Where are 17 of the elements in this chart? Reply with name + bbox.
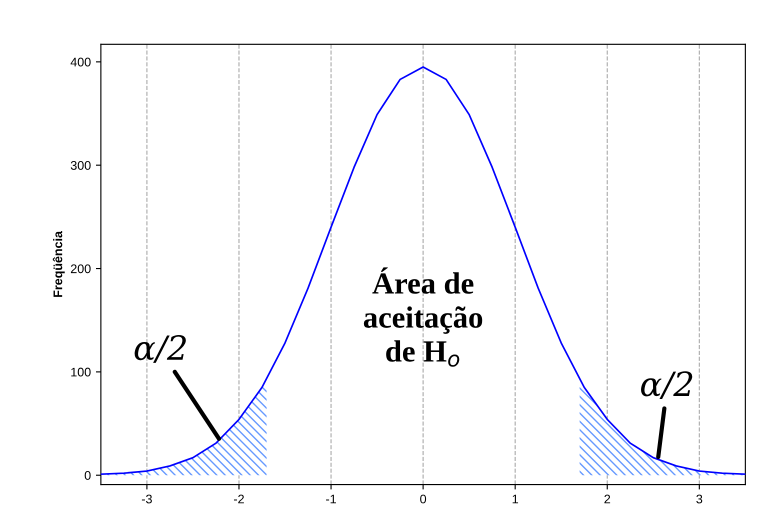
line-series (100, 66, 746, 476)
y-axis-title: Freqüência (52, 230, 65, 297)
y-tick-label: 400 (70, 58, 91, 67)
y-tick-label: 0 (84, 471, 91, 480)
annotation: Área de aceitação de H$_{o}$ (364, 267, 482, 367)
x-tick-label: -2 (234, 494, 244, 504)
y-tick-label: 200 (70, 264, 91, 274)
x-tick-label: 0 (420, 494, 426, 504)
x-tick-label: -1 (326, 494, 336, 504)
annotation: α/2 (134, 335, 186, 363)
annotation: α/2 (641, 371, 692, 400)
y-tick-label: 300 (70, 161, 91, 170)
x-tick-label: 3 (696, 494, 702, 504)
x-tick-label: 1 (512, 494, 518, 504)
y-tick-label: 100 (71, 368, 91, 377)
x-tick-label: -3 (142, 494, 152, 504)
x-tick-label: 2 (604, 494, 610, 504)
